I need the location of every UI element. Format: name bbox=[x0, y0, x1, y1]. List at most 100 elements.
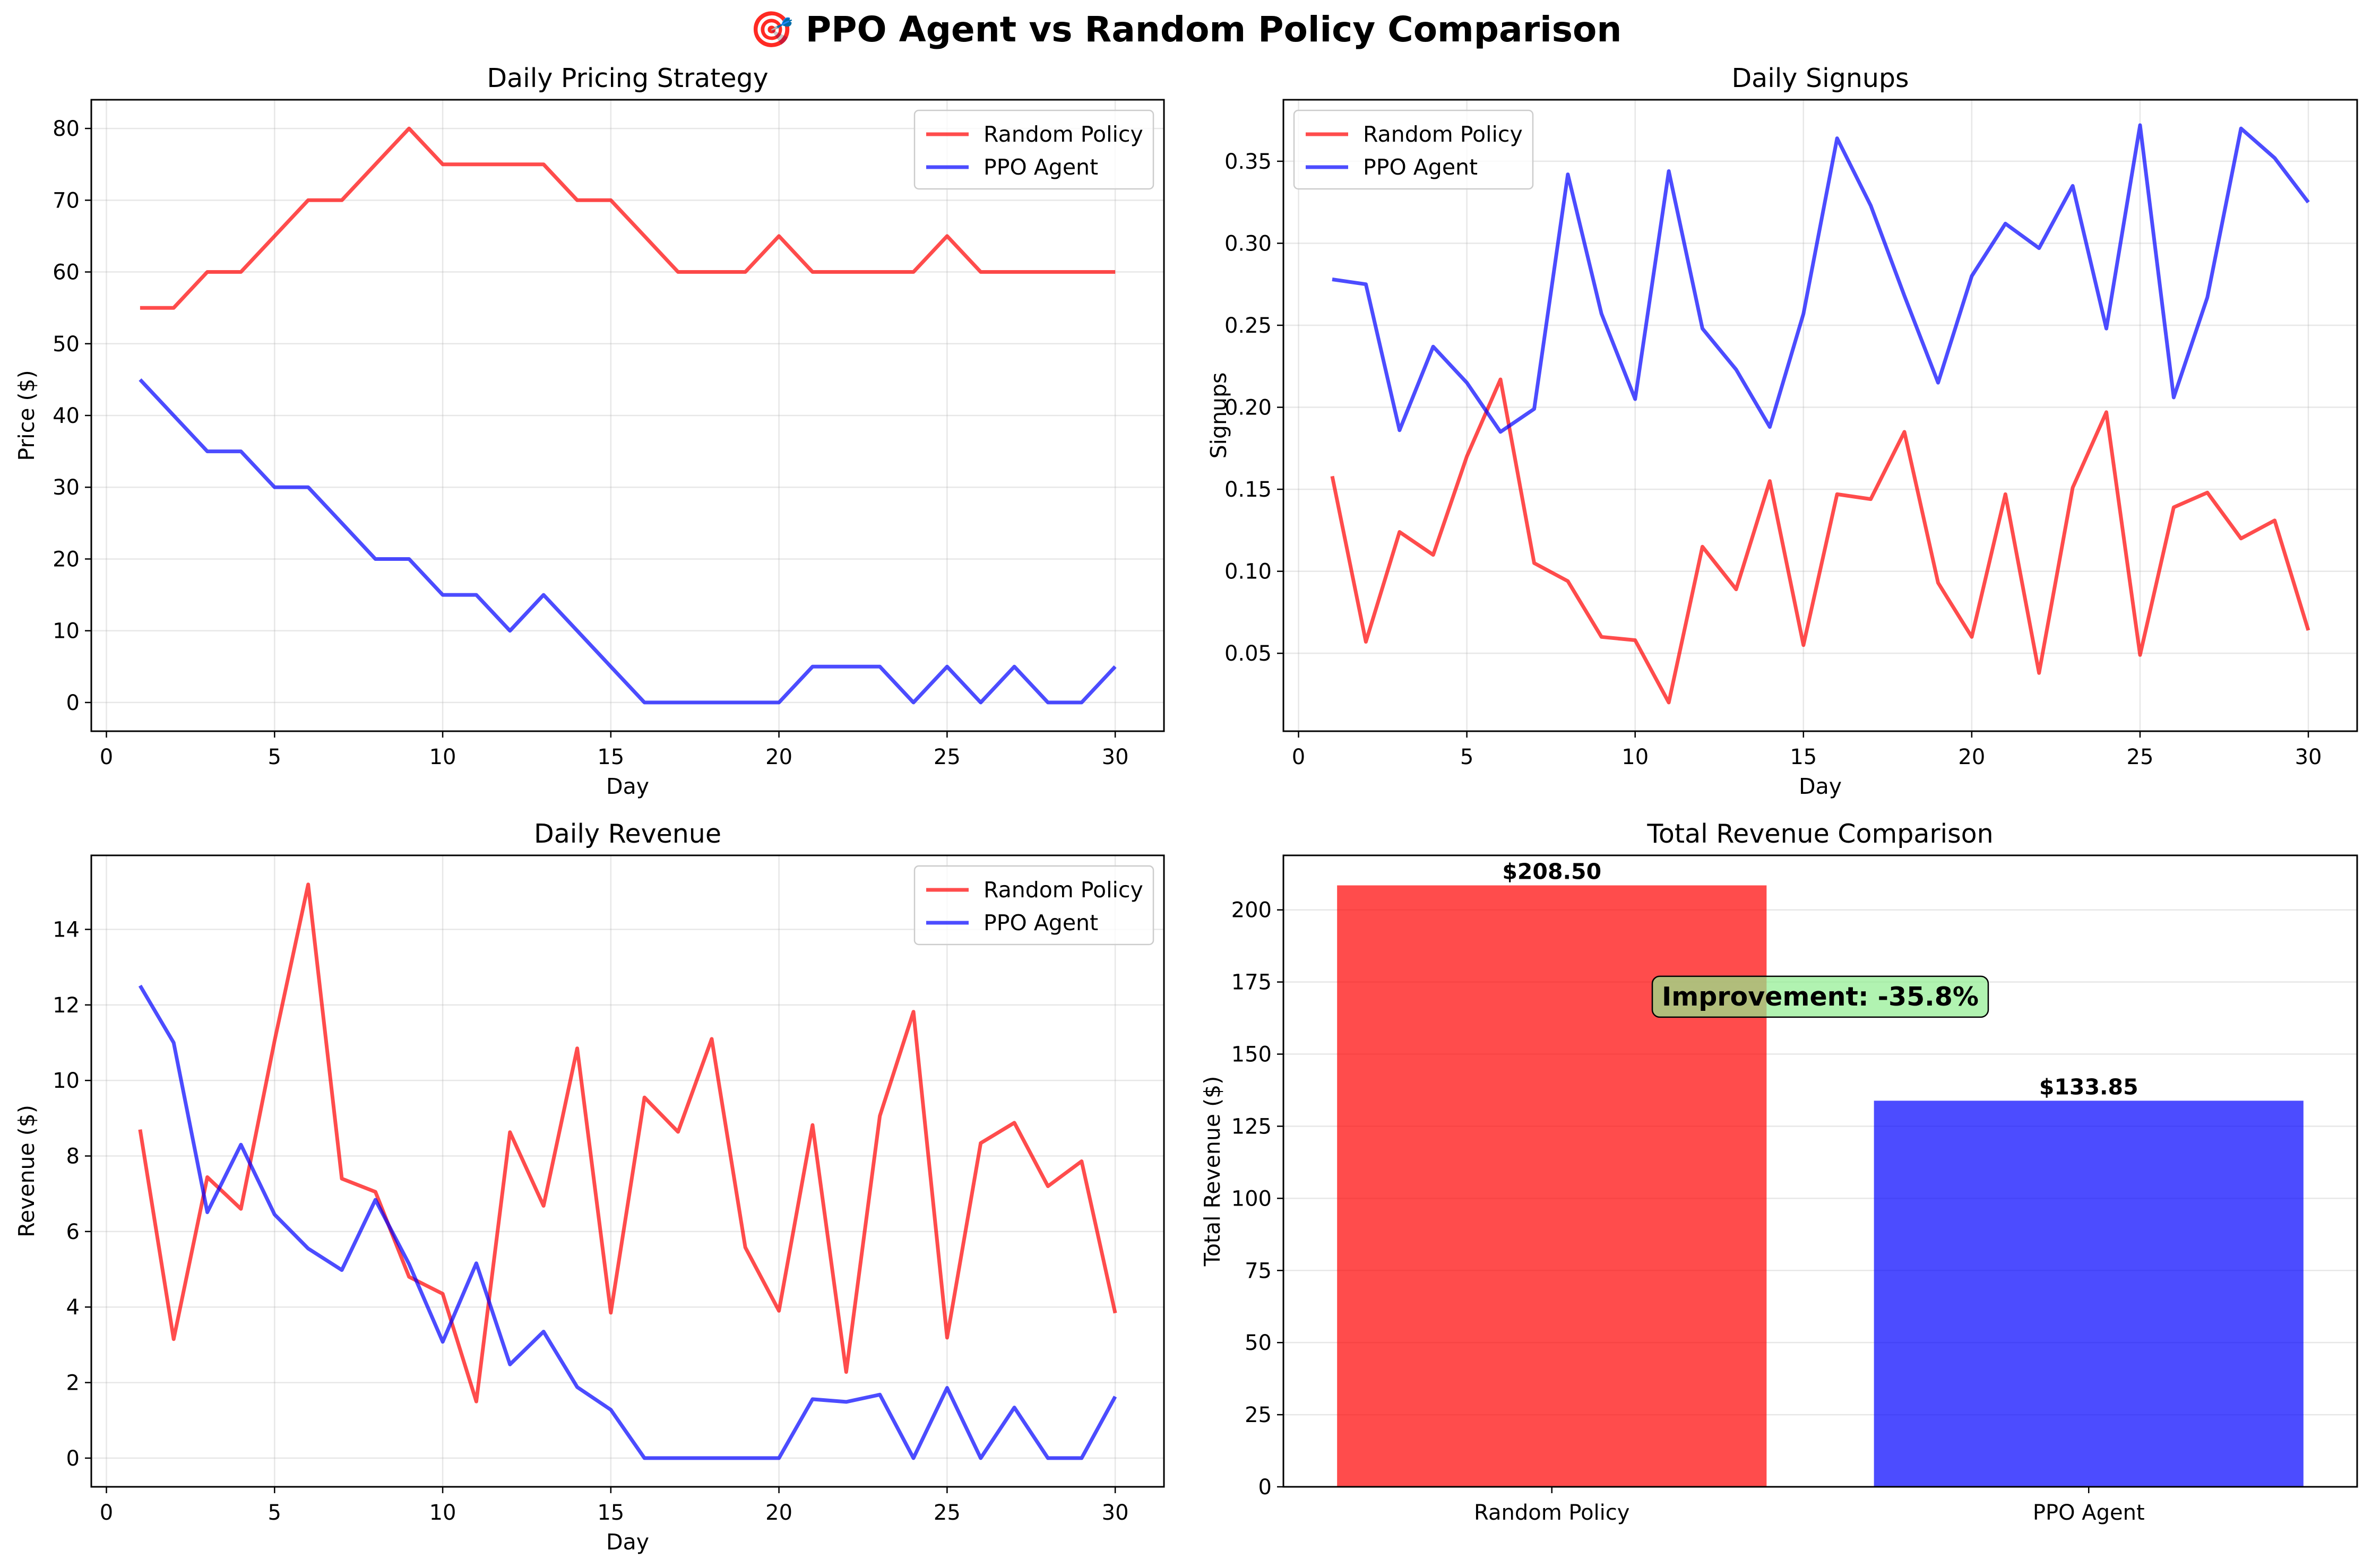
legend-box bbox=[1293, 109, 1534, 190]
chart-title: Daily Signups bbox=[1731, 63, 1909, 93]
y-tick-label: 0 bbox=[66, 691, 80, 715]
x-tick-label: 5 bbox=[268, 1501, 281, 1525]
y-tick-label: 0 bbox=[1258, 1475, 1272, 1500]
x-tick-label: 10 bbox=[429, 745, 456, 769]
series-line-random-policy bbox=[140, 126, 1116, 310]
legend: Random Policy PPO Agent bbox=[913, 865, 1154, 946]
chart-title: Daily Revenue bbox=[534, 819, 721, 849]
y-tick-label: 100 bbox=[1231, 1186, 1272, 1211]
figure-title: 🎯 PPO Agent vs Random Policy Comparison bbox=[750, 9, 1622, 50]
x-tick-label: 0 bbox=[1292, 745, 1305, 769]
bar-value-label: $208.50 bbox=[1502, 859, 1601, 885]
legend-label: Random Policy bbox=[984, 122, 1143, 147]
annotation-box bbox=[1651, 975, 1989, 1018]
y-tick-label: 8 bbox=[66, 1145, 80, 1169]
x-tick-label: 10 bbox=[429, 1501, 456, 1525]
y-axis-label: Signups bbox=[1206, 372, 1231, 459]
y-tick-label: 10 bbox=[53, 1069, 80, 1093]
legend-label: PPO Agent bbox=[1363, 154, 1478, 180]
y-tick-label: 25 bbox=[1245, 1403, 1272, 1427]
series-line-random-policy bbox=[138, 882, 1117, 1404]
x-tick-label: 0 bbox=[100, 745, 113, 769]
legend-label: Random Policy bbox=[984, 877, 1143, 903]
x-tick-label: 15 bbox=[597, 745, 624, 769]
bar-value-label: $133.85 bbox=[2039, 1074, 2138, 1099]
x-tick-label: 15 bbox=[1790, 745, 1817, 769]
x-axis-label: Day bbox=[606, 1529, 649, 1555]
y-tick-label: 70 bbox=[53, 188, 80, 213]
gridlines bbox=[91, 100, 1164, 731]
y-tick-label: 20 bbox=[53, 547, 80, 571]
y-tick-label: 75 bbox=[1245, 1259, 1272, 1283]
axes-frame bbox=[90, 854, 1165, 1488]
x-tick-label: 10 bbox=[1621, 745, 1649, 769]
x-axis-label: Day bbox=[1799, 774, 1842, 799]
legend-box bbox=[913, 109, 1154, 190]
y-tick-label: 0.20 bbox=[1224, 396, 1272, 420]
legend: Random Policy PPO Agent bbox=[1293, 109, 1534, 190]
y-tick-label: 12 bbox=[53, 993, 80, 1018]
x-tick-label: 20 bbox=[1958, 745, 1985, 769]
y-tick-label: 6 bbox=[66, 1220, 80, 1244]
y-axis-label: Price ($) bbox=[14, 370, 39, 461]
y-tick-label: 0 bbox=[66, 1446, 80, 1471]
y-tick-label: 0.10 bbox=[1224, 560, 1272, 584]
series-line-ppo-agent bbox=[1332, 123, 2310, 434]
y-tick-label: 0.15 bbox=[1224, 478, 1272, 502]
x-tick-label: 30 bbox=[1102, 745, 1129, 769]
legend-label: PPO Agent bbox=[984, 910, 1098, 935]
y-tick-label: 30 bbox=[53, 475, 80, 500]
y-tick-label: 175 bbox=[1231, 971, 1272, 995]
y-tick-label: 60 bbox=[53, 261, 80, 285]
y-tick-label: 0.35 bbox=[1224, 150, 1272, 174]
x-tick-label: 5 bbox=[1460, 745, 1473, 769]
y-tick-label: 0.05 bbox=[1224, 642, 1272, 666]
x-tick-label: 25 bbox=[934, 745, 961, 769]
x-axis-label: Day bbox=[606, 774, 649, 799]
y-tick-label: 0.25 bbox=[1224, 314, 1272, 338]
y-tick-label: 50 bbox=[1245, 1331, 1272, 1355]
signups-chart: 0 5 10 15 20 25 30 0.05 0.10 0.15 0.20 0.25 0.30 0.35… bbox=[1206, 63, 2358, 799]
x-tick-label: PPO Agent bbox=[2033, 1501, 2145, 1525]
axes-frame bbox=[1282, 99, 2358, 732]
y-axis-label: Revenue ($) bbox=[14, 1105, 39, 1237]
chart-title: Daily Pricing Strategy bbox=[487, 63, 768, 93]
legend: Random Policy PPO Agent bbox=[913, 109, 1154, 190]
legend-label: PPO Agent bbox=[984, 154, 1098, 180]
y-tick-label: 14 bbox=[53, 917, 80, 942]
x-tick-label: 20 bbox=[765, 1501, 792, 1525]
y-tick-label: 2 bbox=[66, 1371, 80, 1396]
axes-frame bbox=[1282, 854, 2358, 1488]
legend-box bbox=[913, 865, 1154, 946]
y-tick-label: 200 bbox=[1231, 898, 1272, 923]
bar-random-policy bbox=[1337, 885, 1767, 1487]
x-tick-label: 30 bbox=[1102, 1501, 1129, 1525]
x-tick-label: 15 bbox=[597, 1501, 624, 1525]
x-tick-label: 30 bbox=[2295, 745, 2322, 769]
x-tick-label: 25 bbox=[934, 1501, 961, 1525]
y-tick-label: 10 bbox=[53, 619, 80, 644]
pricing-chart: 0 5 10 15 20 25 30 0 10 20 30 40 50 60 70 80 Daily Prici… bbox=[14, 63, 1165, 799]
y-tick-label: 50 bbox=[53, 332, 80, 357]
y-tick-label: 4 bbox=[66, 1295, 80, 1320]
x-tick-label: Random Policy bbox=[1474, 1501, 1629, 1525]
gridlines bbox=[1283, 100, 2357, 731]
y-axis-label: Total Revenue ($) bbox=[1200, 1076, 1225, 1267]
y-tick-label: 150 bbox=[1231, 1043, 1272, 1067]
legend-label: Random Policy bbox=[1363, 122, 1523, 147]
y-tick-label: 0.30 bbox=[1224, 231, 1272, 256]
y-tick-label: 125 bbox=[1231, 1114, 1272, 1139]
total-revenue-chart: $208.50 $133.85 Random Policy PPO Agent 0 25 5… bbox=[1200, 819, 2358, 1525]
revenue-chart: 0 5 10 15 20 25 30 0 2 4 6 8 10 12 14 Daily Revenue Day R… bbox=[14, 819, 1165, 1555]
series-line-random-policy bbox=[1330, 377, 2310, 705]
series-line-ppo-agent bbox=[138, 984, 1117, 1460]
x-tick-label: 5 bbox=[268, 745, 281, 769]
x-tick-label: 0 bbox=[100, 1501, 113, 1525]
series-line-ppo-agent bbox=[139, 378, 1117, 705]
bar-ppo-agent bbox=[1874, 1101, 2304, 1487]
y-tick-label: 40 bbox=[53, 404, 80, 428]
improvement-annotation: Improvement: -35.8% bbox=[1662, 982, 1979, 1012]
y-tick-label: 80 bbox=[53, 117, 80, 141]
x-tick-label: 25 bbox=[2127, 745, 2154, 769]
